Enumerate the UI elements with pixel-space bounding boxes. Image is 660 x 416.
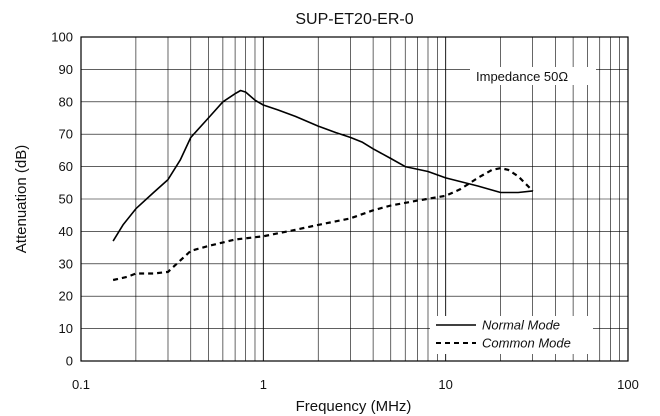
- y-tick-label: 60: [59, 159, 73, 174]
- y-tick-label: 90: [59, 62, 73, 77]
- series-lines: [112, 89, 534, 282]
- series-line-normal-mode: [112, 89, 533, 242]
- chart-title: SUP-ET20-ER-0: [295, 11, 413, 28]
- legend-label-normal-mode: Normal Mode: [482, 318, 560, 333]
- x-tick-label: 0.1: [72, 377, 90, 392]
- tick-labels: 0 10 20 30 40 50 60 70 80 90 100 0.1 1 10 100: [51, 30, 639, 393]
- y-tick-label: 10: [59, 321, 73, 336]
- y-tick-label: 100: [51, 30, 73, 45]
- y-tick-label: 20: [59, 289, 73, 304]
- grid: [81, 37, 628, 361]
- legend: Normal Mode Common Mode: [430, 316, 593, 354]
- annotation-text: Impedance 50Ω: [476, 69, 568, 84]
- y-axis-title: Attenuation (dB): [13, 145, 30, 253]
- plot-frame: [80, 36, 629, 362]
- y-tick-label: 80: [59, 94, 73, 109]
- x-tick-label: 100: [617, 377, 639, 392]
- annotation-background: [470, 67, 596, 85]
- x-tick-label: 10: [438, 377, 452, 392]
- y-tick-label: 30: [59, 256, 73, 271]
- series-line-common-mode: [112, 167, 534, 282]
- x-tick-label: 1: [260, 377, 267, 392]
- legend-label-common-mode: Common Mode: [482, 336, 571, 351]
- y-tick-label: 0: [66, 354, 73, 369]
- y-tick-label: 40: [59, 224, 73, 239]
- legend-background: [430, 316, 593, 354]
- y-tick-label: 70: [59, 127, 73, 142]
- impedance-annotation: Impedance 50Ω: [470, 67, 596, 85]
- x-axis-title: Frequency (MHz): [296, 398, 412, 415]
- y-tick-label: 50: [59, 192, 73, 207]
